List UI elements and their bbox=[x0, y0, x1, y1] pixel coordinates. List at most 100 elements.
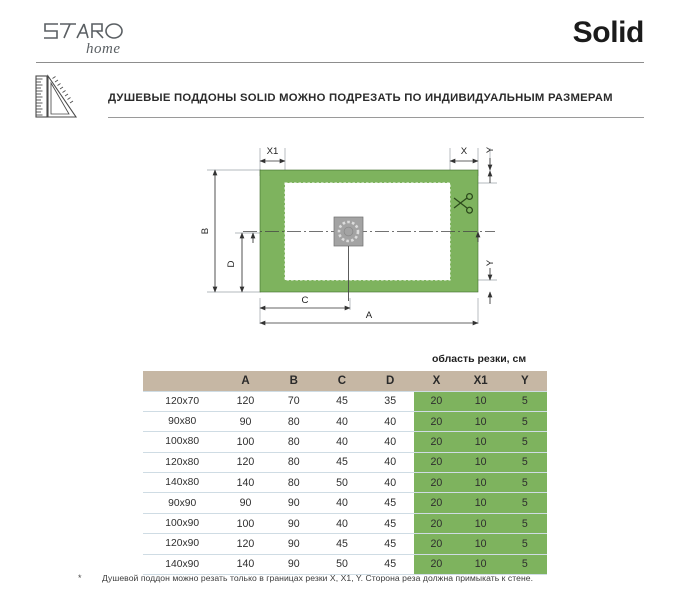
cell-a: 140 bbox=[221, 472, 270, 493]
table-row: 90x90 90 90 40 45 20 10 5 bbox=[143, 492, 547, 514]
dim-label-x1: X1 bbox=[267, 146, 279, 157]
dim-label-b: B bbox=[200, 228, 211, 234]
column-header-a: A bbox=[221, 371, 270, 391]
cell-size: 120x80 bbox=[143, 451, 222, 473]
table-header-row: A B C D X X1 Y bbox=[143, 371, 547, 391]
dim-label-c: C bbox=[302, 295, 309, 306]
subtitle-text: ДУШЕВЫЕ ПОДДОНЫ SOLID МОЖНО ПОДРЕЗАТЬ ПО… bbox=[108, 92, 613, 104]
cell-c: 40 bbox=[317, 512, 367, 534]
cell-b: 80 bbox=[269, 472, 318, 493]
cell-y: 5 bbox=[502, 472, 547, 493]
page-header: home Solid bbox=[0, 0, 680, 63]
column-header-y: Y bbox=[502, 371, 547, 391]
cell-d: 45 bbox=[366, 512, 415, 534]
cell-c: 50 bbox=[317, 553, 367, 576]
dimensions-table-body: 120x70 120 70 45 35 20 10 5 90x80 90 80 40 40 20 10 5 10… bbox=[143, 390, 547, 576]
column-header-x1: X1 bbox=[458, 371, 503, 391]
cell-y: 5 bbox=[502, 512, 547, 534]
subtitle-divider bbox=[108, 117, 644, 118]
cell-size: 120x70 bbox=[143, 390, 222, 412]
cell-x: 20 bbox=[414, 472, 459, 493]
cell-d: 40 bbox=[366, 472, 415, 493]
cell-x1: 10 bbox=[458, 410, 503, 432]
cell-size: 100x90 bbox=[143, 512, 222, 534]
cell-y: 5 bbox=[502, 451, 547, 473]
cell-d: 40 bbox=[366, 431, 415, 453]
cell-x: 20 bbox=[414, 410, 459, 432]
column-header-c: C bbox=[317, 371, 367, 391]
header-divider-top bbox=[36, 62, 644, 63]
cell-y: 5 bbox=[502, 533, 547, 555]
table-row: 120x90 120 90 45 45 20 10 5 bbox=[143, 533, 547, 555]
column-header-size bbox=[143, 371, 222, 391]
footnote-text: Душевой поддон можно резать только в гра… bbox=[102, 573, 534, 583]
cell-d: 45 bbox=[366, 553, 415, 576]
cell-c: 45 bbox=[317, 451, 367, 473]
cell-b: 80 bbox=[269, 431, 318, 453]
cell-d: 35 bbox=[366, 390, 415, 412]
cell-c: 40 bbox=[317, 492, 367, 514]
column-header-b: B bbox=[269, 371, 318, 391]
cell-c: 45 bbox=[317, 390, 367, 412]
cell-x1: 10 bbox=[458, 451, 503, 473]
staro-home-logo: home bbox=[38, 18, 158, 58]
cell-x: 20 bbox=[414, 451, 459, 473]
dim-label-y-bottom: Y bbox=[485, 259, 496, 266]
table-row: 140x90 140 90 50 45 20 10 5 bbox=[143, 553, 547, 576]
cell-x1: 10 bbox=[458, 512, 503, 534]
dimensions-table: A B C D X X1 Y 120x70 120 70 45 35 20 10 5 90x80… bbox=[143, 371, 547, 576]
dimensions-table-wrapper: A B C D X X1 Y 120x70 120 70 45 35 20 10 5 90x80… bbox=[143, 371, 547, 576]
cell-c: 40 bbox=[317, 410, 367, 432]
cell-b: 70 bbox=[269, 390, 318, 412]
cell-size: 100x80 bbox=[143, 431, 222, 453]
svg-text:home: home bbox=[86, 41, 121, 57]
cell-x: 20 bbox=[414, 553, 459, 576]
cell-d: 45 bbox=[366, 492, 415, 514]
cell-a: 100 bbox=[221, 512, 270, 534]
dim-label-a: A bbox=[366, 310, 373, 321]
scissors-icon bbox=[453, 192, 474, 214]
cell-y: 5 bbox=[502, 553, 547, 576]
cell-d: 40 bbox=[366, 410, 415, 432]
cell-b: 80 bbox=[269, 451, 318, 473]
cell-x: 20 bbox=[414, 512, 459, 534]
cell-size: 90x90 bbox=[143, 492, 222, 514]
cell-x: 20 bbox=[414, 533, 459, 555]
cell-size: 140x80 bbox=[143, 472, 222, 493]
cell-y: 5 bbox=[502, 492, 547, 514]
cell-d: 40 bbox=[366, 451, 415, 473]
table-row: 100x90 100 90 40 45 20 10 5 bbox=[143, 512, 547, 534]
column-header-x: X bbox=[414, 371, 459, 391]
cell-b: 90 bbox=[269, 553, 318, 576]
cell-y: 5 bbox=[502, 431, 547, 453]
dim-d bbox=[239, 232, 256, 293]
table-row: 140x80 140 80 50 40 20 10 5 bbox=[143, 472, 547, 493]
cell-a: 100 bbox=[221, 431, 270, 453]
set-square-ruler-icon bbox=[33, 72, 79, 120]
cell-c: 45 bbox=[317, 533, 367, 555]
cell-x1: 10 bbox=[458, 553, 503, 576]
page-title: Solid bbox=[572, 16, 645, 49]
dim-label-y-top: Y bbox=[485, 146, 496, 153]
cell-size: 120x90 bbox=[143, 533, 222, 555]
cell-size: 90x80 bbox=[143, 410, 222, 432]
cell-b: 90 bbox=[269, 512, 318, 534]
cell-size: 140x90 bbox=[143, 553, 222, 576]
cell-a: 120 bbox=[221, 451, 270, 473]
cell-a: 90 bbox=[221, 492, 270, 514]
cell-c: 40 bbox=[317, 431, 367, 453]
table-row: 120x70 120 70 45 35 20 10 5 bbox=[143, 390, 547, 412]
cell-y: 5 bbox=[502, 390, 547, 412]
cell-a: 90 bbox=[221, 410, 270, 432]
cell-x1: 10 bbox=[458, 431, 503, 453]
cell-x: 20 bbox=[414, 492, 459, 514]
cell-b: 90 bbox=[269, 492, 318, 514]
drain-grate-icon bbox=[333, 216, 364, 301]
cell-x1: 10 bbox=[458, 533, 503, 555]
cell-a: 120 bbox=[221, 390, 270, 412]
cell-b: 80 bbox=[269, 410, 318, 432]
table-row: 100x80 100 80 40 40 20 10 5 bbox=[143, 431, 547, 453]
cell-d: 45 bbox=[366, 533, 415, 555]
column-header-d: D bbox=[366, 371, 415, 391]
dim-label-x: X bbox=[461, 146, 468, 157]
